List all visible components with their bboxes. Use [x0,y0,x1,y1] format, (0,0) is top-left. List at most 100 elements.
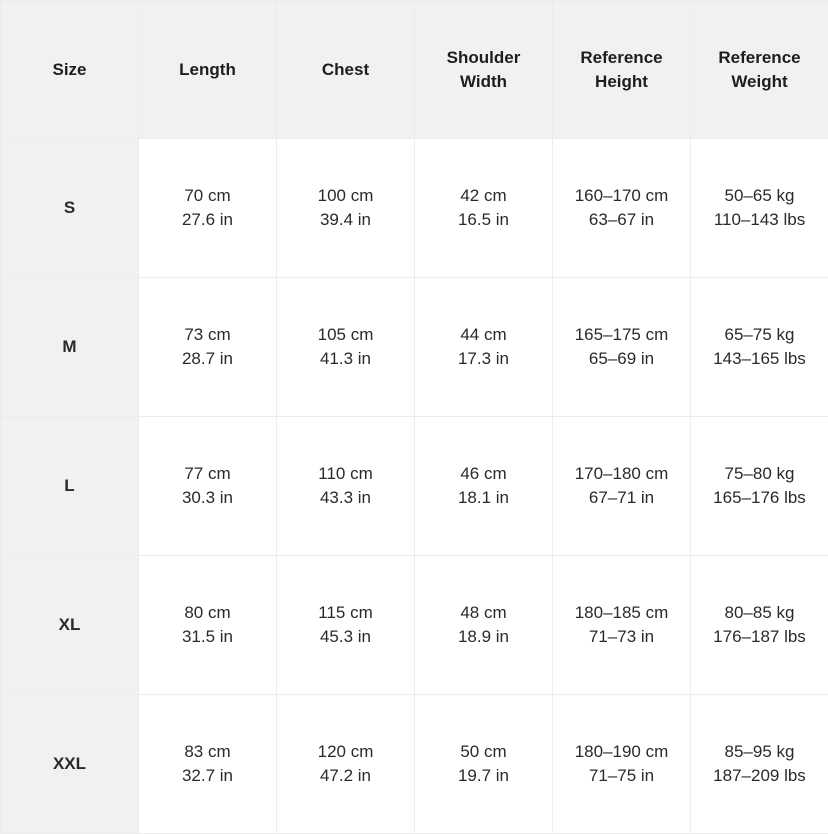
value-metric: 80 cm [139,601,276,625]
size-label: XXL [1,695,139,834]
value-imperial: 41.3 in [277,347,414,371]
value-imperial: 71–73 in [553,625,690,649]
value-metric: 65–75 kg [691,323,828,347]
column-header: Chest [277,1,415,139]
value-metric: 170–180 cm [553,462,690,486]
header-line: Reference [553,46,690,70]
value-metric: 110 cm [277,462,414,486]
value-metric: 70 cm [139,184,276,208]
value-imperial: 30.3 in [139,486,276,510]
header-line: Height [553,70,690,94]
header-line: Size [1,58,138,82]
value-imperial: 110–143 lbs [691,208,828,232]
value-imperial: 71–75 in [553,764,690,788]
value-metric: 77 cm [139,462,276,486]
value-imperial: 18.1 in [415,486,552,510]
value-metric: 180–190 cm [553,740,690,764]
size-label: S [1,139,139,278]
value-metric: 83 cm [139,740,276,764]
value-metric: 46 cm [415,462,552,486]
value-metric: 120 cm [277,740,414,764]
size-label: XL [1,556,139,695]
value-imperial: 165–176 lbs [691,486,828,510]
value-metric: 80–85 kg [691,601,828,625]
header-line: Length [139,58,276,82]
value-imperial: 32.7 in [139,764,276,788]
value-imperial: 63–67 in [553,208,690,232]
value-imperial: 67–71 in [553,486,690,510]
value-imperial: 143–165 lbs [691,347,828,371]
value-metric: 75–80 kg [691,462,828,486]
value-imperial: 39.4 in [277,208,414,232]
value-imperial: 19.7 in [415,764,552,788]
value-imperial: 31.5 in [139,625,276,649]
size-label: L [1,417,139,556]
header-line: Chest [277,58,414,82]
value-imperial: 16.5 in [415,208,552,232]
value-imperial: 17.3 in [415,347,552,371]
value-metric: 180–185 cm [553,601,690,625]
size-label: M [1,278,139,417]
value-imperial: 187–209 lbs [691,764,828,788]
value-metric: 105 cm [277,323,414,347]
value-imperial: 45.3 in [277,625,414,649]
value-imperial: 47.2 in [277,764,414,788]
value-imperial: 18.9 in [415,625,552,649]
value-metric: 50 cm [415,740,552,764]
value-metric: 44 cm [415,323,552,347]
header-line: Reference [691,46,828,70]
column-header: Length [139,1,277,139]
value-metric: 165–175 cm [553,323,690,347]
value-metric: 115 cm [277,601,414,625]
value-metric: 100 cm [277,184,414,208]
value-metric: 85–95 kg [691,740,828,764]
header-line: Width [415,70,552,94]
header-line: Weight [691,70,828,94]
value-metric: 73 cm [139,323,276,347]
value-imperial: 43.3 in [277,486,414,510]
value-imperial: 28.7 in [139,347,276,371]
value-metric: 50–65 kg [691,184,828,208]
value-metric: 42 cm [415,184,552,208]
column-header: Size [1,1,139,139]
value-imperial: 65–69 in [553,347,690,371]
header-line: Shoulder [415,46,552,70]
value-imperial: 27.6 in [139,208,276,232]
value-imperial: 176–187 lbs [691,625,828,649]
value-metric: 48 cm [415,601,552,625]
